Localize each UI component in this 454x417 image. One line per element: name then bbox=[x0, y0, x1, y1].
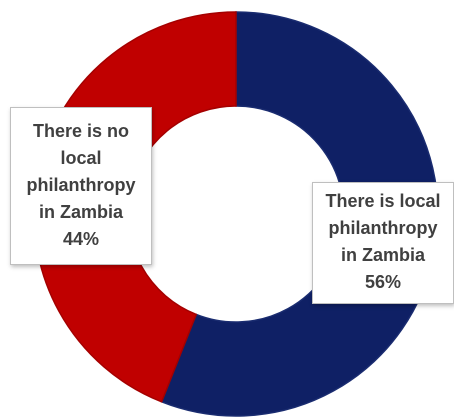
data-label-no-local-philanthropy: There is no local philanthropy in Zambia… bbox=[10, 107, 152, 265]
data-label-line: There is no bbox=[32, 121, 130, 141]
data-label-value: 44% bbox=[62, 229, 100, 249]
data-label-line: in Zambia bbox=[38, 202, 123, 222]
data-label-line: philanthropy bbox=[26, 175, 136, 195]
data-label-line: local bbox=[60, 148, 102, 168]
data-label-line: There is local bbox=[325, 191, 441, 211]
data-label-line: philanthropy bbox=[328, 218, 438, 238]
data-label-line: in Zambia bbox=[340, 245, 425, 265]
data-label-value: 56% bbox=[364, 272, 402, 292]
data-label-local-philanthropy: There is local philanthropy in Zambia 56… bbox=[312, 182, 454, 304]
